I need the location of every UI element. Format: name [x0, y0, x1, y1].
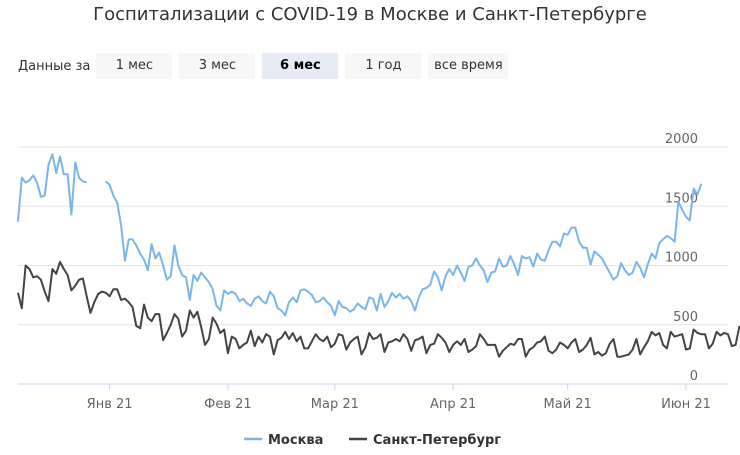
x-tick-label-1: Фев 21	[204, 397, 252, 412]
range-button-6-months[interactable]: 6 мес	[262, 53, 339, 79]
y-tick-label-2000: 2000	[665, 132, 698, 147]
legend-label-moscow: Москва	[268, 433, 323, 448]
legend-label-spb: Санкт-Петербург	[373, 433, 501, 448]
range-button-all-time[interactable]: все время	[428, 53, 509, 79]
x-tick-label-0: Янв 21	[87, 397, 133, 412]
legend-item-moscow[interactable]: Москва	[244, 433, 323, 448]
x-tick-label-5: Июн 21	[661, 397, 711, 412]
x-tick-label-2: Мар 21	[311, 397, 359, 412]
range-label: Данные за	[18, 58, 91, 74]
y-axis-ticks: 0 500 1000 1500 2000	[665, 132, 698, 384]
x-tick-label-4: Май 21	[544, 397, 592, 412]
y-tick-label-0: 0	[690, 369, 698, 384]
series-line-moscow-1	[105, 180, 703, 317]
range-button-1-year[interactable]: 1 год	[345, 53, 422, 79]
range-button-3-months[interactable]: 3 мес	[179, 53, 256, 79]
series-line-moscow-0	[17, 153, 88, 222]
y-tick-label-1500: 1500	[665, 191, 698, 206]
y-tick-label-1000: 1000	[665, 251, 698, 266]
x-tick-label-3: Апр 21	[430, 397, 476, 412]
legend: Москва Санкт-Петербург	[244, 433, 501, 448]
range-button-1-month[interactable]: 1 мес	[96, 53, 173, 79]
series-lines	[17, 153, 740, 358]
x-axis-ticks: Янв 21 Фев 21 Мар 21 Апр 21 Май 21 Июн 21	[87, 384, 711, 412]
legend-item-spb[interactable]: Санкт-Петербург	[349, 433, 501, 448]
series-line-spb-0	[17, 260, 740, 358]
chart-title: Госпитализации с COVID-19 в Москве и Сан…	[93, 4, 647, 25]
y-tick-label-500: 500	[673, 310, 698, 325]
range-selector: Данные за 1 мес 3 мес 6 мес 1 год все вр…	[18, 53, 515, 79]
